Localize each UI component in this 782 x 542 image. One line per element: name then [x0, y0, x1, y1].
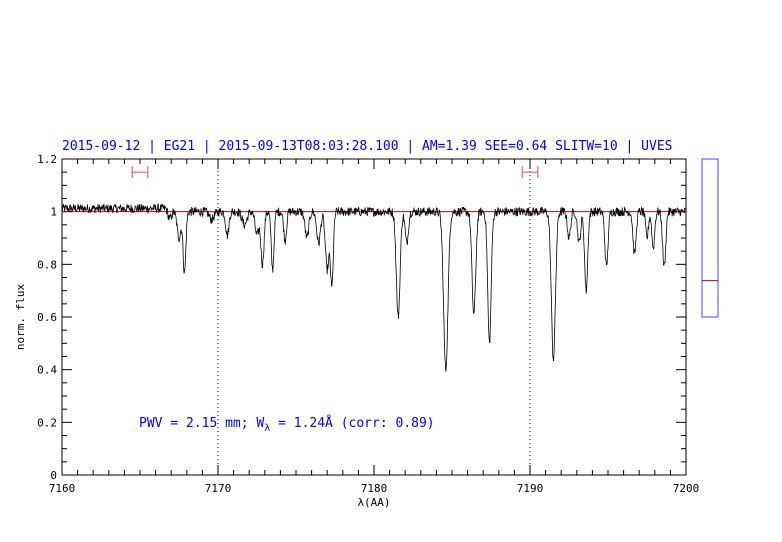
x-tick-label: 7180: [361, 482, 388, 495]
x-tick-label: 7190: [517, 482, 544, 495]
y-tick-label: 0.8: [37, 258, 57, 271]
y-axis-label: norm. flux: [14, 284, 27, 351]
x-tick-labels: 7160 7170 7180 7190 7200: [49, 482, 700, 495]
y-tick-label: 0.2: [37, 416, 57, 429]
y-tick-label: 1.2: [37, 153, 57, 166]
pwv-annotation: PWV = 2.15 mm; Wλ = 1.24Å (corr: 0.89): [139, 415, 435, 434]
annotation-prefix: PWV = 2.15 mm; W: [139, 416, 264, 431]
y-tick-label: 1: [50, 206, 57, 219]
annotation-subscript: λ: [264, 423, 270, 434]
y-tick-labels: 0 0.2 0.4 0.6 0.8 1 1.2: [37, 153, 57, 482]
y-tick-label: 0: [50, 469, 57, 482]
annotation-suffix: = 1.24Å (corr: 0.89): [270, 415, 434, 431]
error-bars: [131, 166, 539, 179]
x-axis-label: λ(AA): [357, 496, 390, 509]
y-tick-label: 0.6: [37, 311, 57, 324]
x-tick-label: 7200: [673, 482, 700, 495]
x-tick-label: 7170: [205, 482, 232, 495]
x-tick-label: 7160: [49, 482, 76, 495]
axis-ticks: [61, 158, 687, 476]
spectrum-line: [61, 203, 687, 372]
y-tick-label: 0.4: [37, 364, 57, 377]
chart-title: 2015-09-12 | EG21 | 2015-09-13T08:03:28.…: [62, 139, 672, 154]
side-panel: [701, 158, 719, 318]
